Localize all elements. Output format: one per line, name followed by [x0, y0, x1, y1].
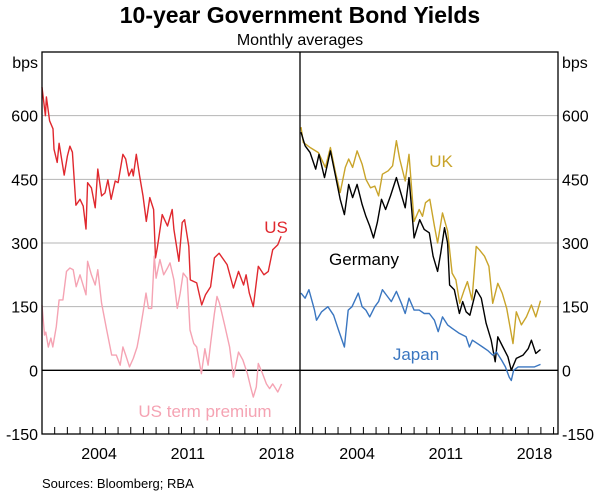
- series-label-uk: UK: [429, 152, 453, 171]
- y-tick-label-left: 450: [11, 172, 38, 189]
- left-axis-unit: bps: [12, 55, 38, 72]
- series-line-germany: [300, 131, 541, 371]
- source-note: Sources: Bloomberg; RBA: [42, 476, 194, 491]
- axis-ticks: -150 -150 0 0 150 150 300 300 450 450 600 600 2004 20…: [6, 109, 594, 463]
- series-line-japan: [300, 289, 541, 382]
- right-axis-unit: bps: [562, 55, 588, 72]
- series-label-us-term-premium: US term premium: [138, 402, 271, 421]
- chart-subtitle: Monthly averages: [237, 32, 363, 49]
- y-tick-label-right: 300: [562, 236, 589, 253]
- chart-title: 10-year Government Bond Yields: [120, 2, 480, 28]
- y-tick-label-left: -150: [6, 427, 38, 444]
- x-tick-label: 2018: [259, 446, 295, 463]
- series-label-japan: Japan: [393, 345, 439, 364]
- y-tick-label-left: 600: [11, 109, 38, 126]
- y-tick-label-left: 300: [11, 236, 38, 253]
- series-label-germany: Germany: [329, 250, 399, 269]
- series-line-us: [41, 87, 282, 308]
- series-label-us: US: [264, 218, 288, 237]
- x-tick-label: 2011: [171, 446, 206, 463]
- series-line-us-term-premium: [41, 255, 283, 398]
- series-line-uk: [300, 126, 542, 345]
- y-tick-label-left: 0: [29, 363, 38, 380]
- y-tick-label-right: 150: [562, 300, 589, 317]
- y-tick-label-right: -150: [562, 427, 594, 444]
- y-tick-label-left: 150: [11, 300, 38, 317]
- y-tick-label-right: 450: [562, 172, 589, 189]
- y-tick-label-right: 0: [562, 363, 571, 380]
- series-lines: [41, 87, 542, 398]
- x-tick-label: 2004: [81, 446, 117, 463]
- y-tick-label-right: 600: [562, 109, 589, 126]
- x-tick-label: 2018: [517, 446, 553, 463]
- x-tick-label: 2011: [429, 446, 464, 463]
- x-tick-label: 2004: [339, 446, 375, 463]
